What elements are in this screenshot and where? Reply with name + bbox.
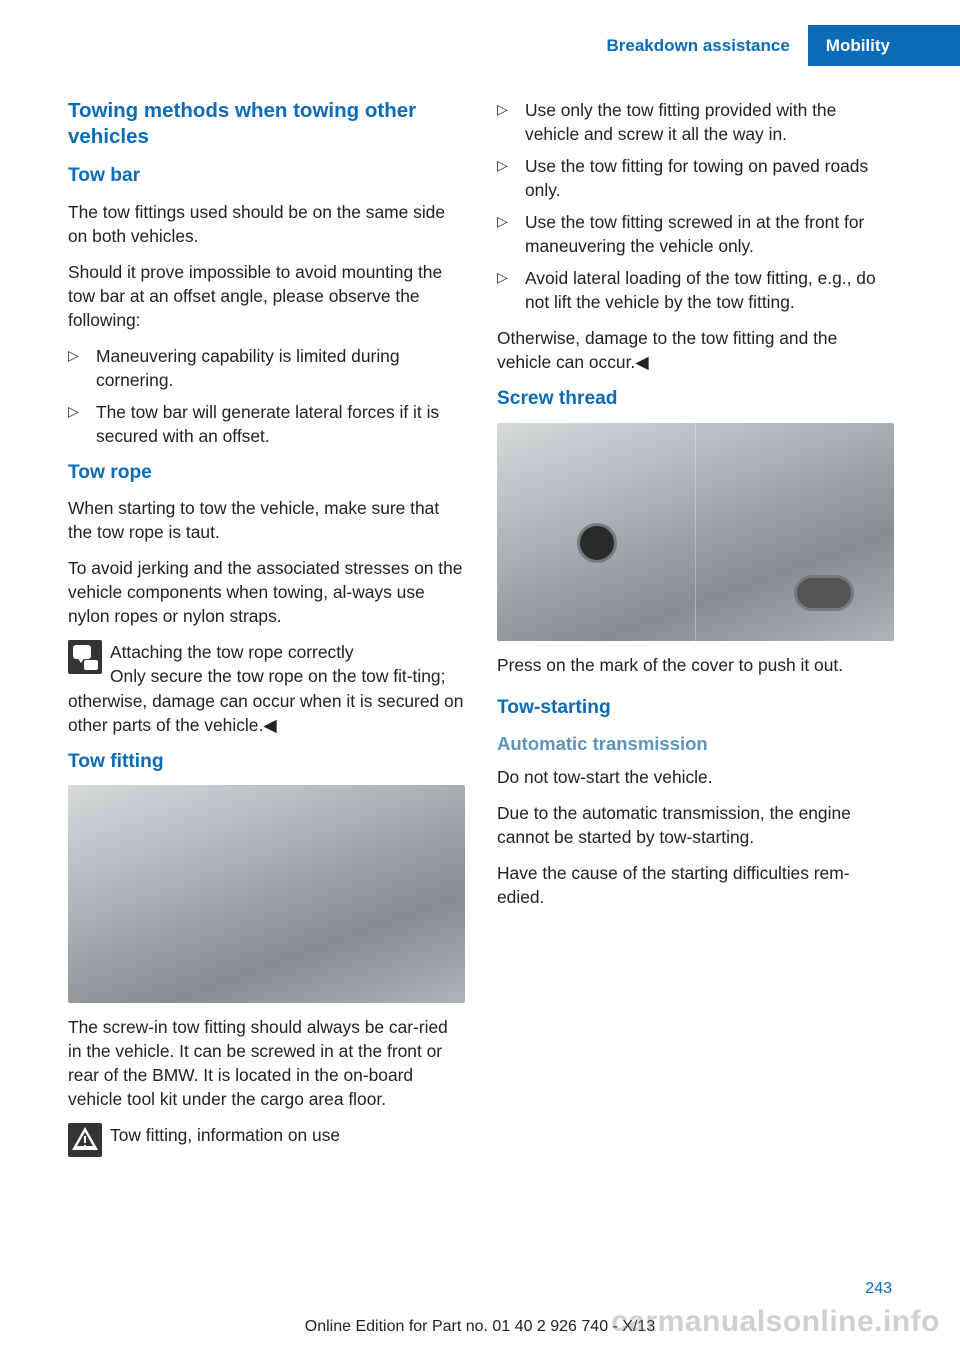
list-item: ▷ Maneuvering capability is limited duri… — [68, 344, 465, 392]
note-title: Attaching the tow rope correctly — [110, 642, 354, 662]
bullet-icon: ▷ — [497, 154, 525, 202]
bullet-icon: ▷ — [497, 98, 525, 146]
body-text: Should it prove impossible to avoid moun… — [68, 260, 465, 332]
bullet-icon: ▷ — [68, 344, 96, 392]
bullet-list: ▷ Maneuvering capability is limited duri… — [68, 344, 465, 448]
list-text: The tow bar will generate lateral forces… — [96, 400, 465, 448]
figure-tow-fitting-kit — [68, 785, 465, 1003]
heading-auto-transmission: Automatic transmission — [497, 731, 894, 757]
body-text: Have the cause of the starting difficult… — [497, 861, 894, 909]
header-tabs: Breakdown assistance Mobility — [588, 25, 960, 66]
warning-icon — [68, 1123, 102, 1157]
left-column: Towing methods when towing other vehicle… — [68, 98, 465, 1171]
figure-screw-thread — [497, 423, 894, 641]
heading-tow-rope: Tow rope — [68, 460, 465, 487]
bullet-icon: ▷ — [497, 266, 525, 314]
body-text: Do not tow-start the vehicle. — [497, 765, 894, 789]
breadcrumb: Breakdown assistance — [588, 25, 807, 66]
list-item: ▷ Avoid lateral loading of the tow fitti… — [497, 266, 894, 314]
heading-tow-starting: Tow-starting — [497, 695, 894, 722]
bullet-icon: ▷ — [497, 210, 525, 258]
page-content: Towing methods when towing other vehicle… — [68, 98, 894, 1171]
note-block: Attaching the tow rope correctly Only se… — [68, 640, 465, 736]
list-text: Use only the tow fitting provided with t… — [525, 98, 894, 146]
heading-screw-thread: Screw thread — [497, 386, 894, 413]
warning-block: Tow fitting, information on use — [68, 1123, 465, 1159]
body-text: Due to the automatic transmission, the e… — [497, 801, 894, 849]
right-column: ▷ Use only the tow fitting provided with… — [497, 98, 894, 1171]
list-item: ▷ Use the tow fitting for towing on pave… — [497, 154, 894, 202]
heading-tow-fitting: Tow fitting — [68, 749, 465, 776]
body-text: The tow fittings used should be on the s… — [68, 200, 465, 248]
section-tab: Mobility — [808, 25, 960, 66]
info-icon — [68, 640, 102, 674]
list-item: ▷ The tow bar will generate lateral forc… — [68, 400, 465, 448]
body-text: Press on the mark of the cover to push i… — [497, 653, 894, 677]
warning-title: Tow fitting, information on use — [110, 1125, 340, 1145]
bullet-list: ▷ Use only the tow fitting provided with… — [497, 98, 894, 314]
bullet-icon: ▷ — [68, 400, 96, 448]
note-body: Only secure the tow rope on the tow fit‐… — [68, 666, 463, 734]
list-text: Use the tow fitting screwed in at the fr… — [525, 210, 894, 258]
list-text: Avoid lateral loading of the tow fitting… — [525, 266, 894, 314]
heading-towing-methods: Towing methods when towing other vehicle… — [68, 98, 465, 149]
body-text: Otherwise, damage to the tow fitting and… — [497, 326, 894, 374]
watermark: carmanualsonline.info — [611, 1301, 940, 1342]
list-item: ▷ Use only the tow fitting provided with… — [497, 98, 894, 146]
list-text: Use the tow fitting for towing on paved … — [525, 154, 894, 202]
list-item: ▷ Use the tow fitting screwed in at the … — [497, 210, 894, 258]
list-text: Maneuvering capability is limited during… — [96, 344, 465, 392]
heading-tow-bar: Tow bar — [68, 163, 465, 190]
body-text: When starting to tow the vehicle, make s… — [68, 496, 465, 544]
body-text: The screw-in tow fitting should always b… — [68, 1015, 465, 1111]
page-number: 243 — [865, 1278, 892, 1300]
body-text: To avoid jerking and the associated stre… — [68, 556, 465, 628]
